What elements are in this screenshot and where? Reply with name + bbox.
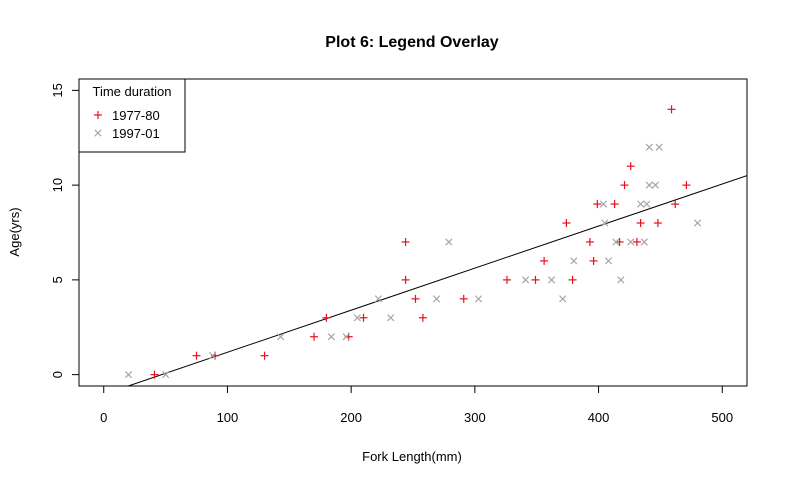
data-point-1977-80 <box>310 332 319 341</box>
data-point-1997-01 <box>547 276 556 284</box>
data-point-1977-80 <box>503 275 512 284</box>
data-point-1997-01 <box>645 143 653 151</box>
y-tick-label: 15 <box>50 83 65 97</box>
data-point-1997-01 <box>327 333 335 341</box>
legend-marker-1997-01 <box>94 129 102 137</box>
data-point-1977-80 <box>636 219 645 228</box>
data-point-1997-01 <box>342 333 350 341</box>
x-tick-label: 100 <box>217 410 239 425</box>
x-tick-label: 400 <box>588 410 610 425</box>
y-tick-label: 0 <box>50 371 65 378</box>
data-point-1977-80 <box>401 275 410 284</box>
data-point-1997-01 <box>445 238 453 246</box>
data-point-1997-01 <box>693 219 702 227</box>
y-axis: 0 5 10 15 <box>50 83 79 378</box>
x-axis-label: Fork Length(mm) <box>362 449 462 464</box>
legend: Time duration 1977-80 1997-01 <box>78 78 186 153</box>
data-point-1977-80 <box>593 200 602 209</box>
y-tick-label: 10 <box>50 178 65 192</box>
data-point-1997-01 <box>640 238 648 246</box>
legend-label-1977-80: 1977-80 <box>112 108 160 123</box>
legend-marker-plus-icon <box>94 111 102 119</box>
data-point-1997-01 <box>353 314 361 322</box>
legend-marker-1977-80 <box>94 111 102 119</box>
data-point-1997-01 <box>636 200 645 208</box>
data-point-1997-01 <box>617 276 625 284</box>
data-point-1977-80 <box>626 162 635 171</box>
legend-label-1997-01: 1997-01 <box>112 126 160 141</box>
x-tick-label: 200 <box>340 410 362 425</box>
data-point-1997-01 <box>601 219 609 227</box>
data-point-1977-80 <box>418 313 427 322</box>
data-point-1977-80 <box>682 181 691 190</box>
data-point-1997-01 <box>474 295 483 303</box>
data-point-1977-80 <box>150 370 159 379</box>
data-point-1997-01 <box>655 143 663 151</box>
data-point-1997-01 <box>161 371 170 379</box>
data-point-1997-01 <box>432 295 441 303</box>
data-point-1997-01 <box>124 371 133 379</box>
data-point-1997-01 <box>570 257 578 265</box>
data-point-1977-80 <box>531 275 540 284</box>
data-point-1997-01 <box>599 200 608 208</box>
chart-title: Plot 6: Legend Overlay <box>325 34 498 51</box>
data-point-1977-80 <box>359 313 368 322</box>
data-point-1977-80 <box>671 200 680 209</box>
data-point-1977-80 <box>667 105 676 114</box>
legend-marker-x-icon <box>94 129 102 137</box>
x-axis: 0 100 200 300 400 500 <box>100 386 733 425</box>
data-point-1977-80 <box>192 351 201 360</box>
data-point-1997-01 <box>521 276 530 284</box>
x-tick-label: 500 <box>711 410 733 425</box>
x-tick-label: 0 <box>100 410 107 425</box>
data-points <box>124 105 702 379</box>
data-point-1977-80 <box>540 256 549 265</box>
data-point-1977-80 <box>411 294 420 303</box>
data-point-1997-01 <box>651 181 660 189</box>
plot-frame <box>78 78 748 387</box>
data-point-1977-80 <box>459 294 468 303</box>
data-point-1977-80 <box>610 200 619 209</box>
data-point-1997-01 <box>277 333 285 341</box>
data-point-1997-01 <box>604 257 613 265</box>
data-point-1997-01 <box>387 314 395 322</box>
y-axis-label: Age(yrs) <box>7 207 22 256</box>
data-point-1997-01 <box>208 352 217 360</box>
trend-line <box>126 175 747 386</box>
data-point-1977-80 <box>615 237 624 246</box>
trend-line-layer <box>126 175 747 386</box>
data-point-1977-80 <box>653 219 662 228</box>
data-point-1977-80 <box>620 181 629 190</box>
data-point-1997-01 <box>643 200 651 208</box>
data-point-1977-80 <box>562 219 571 228</box>
data-point-1977-80 <box>632 237 641 246</box>
data-point-1977-80 <box>322 313 331 322</box>
data-point-1997-01 <box>645 181 653 189</box>
data-point-1977-80 <box>568 275 577 284</box>
legend-title: Time duration <box>93 84 172 99</box>
data-point-1977-80 <box>585 237 594 246</box>
data-point-1997-01 <box>627 238 635 246</box>
data-point-1997-01 <box>374 295 382 303</box>
data-point-1997-01 <box>559 295 567 303</box>
data-point-1997-01 <box>612 238 620 246</box>
data-point-1977-80 <box>260 351 269 360</box>
data-point-1977-80 <box>589 256 598 265</box>
data-point-1977-80 <box>401 237 410 246</box>
x-tick-label: 300 <box>464 410 486 425</box>
y-tick-label: 5 <box>50 276 65 283</box>
